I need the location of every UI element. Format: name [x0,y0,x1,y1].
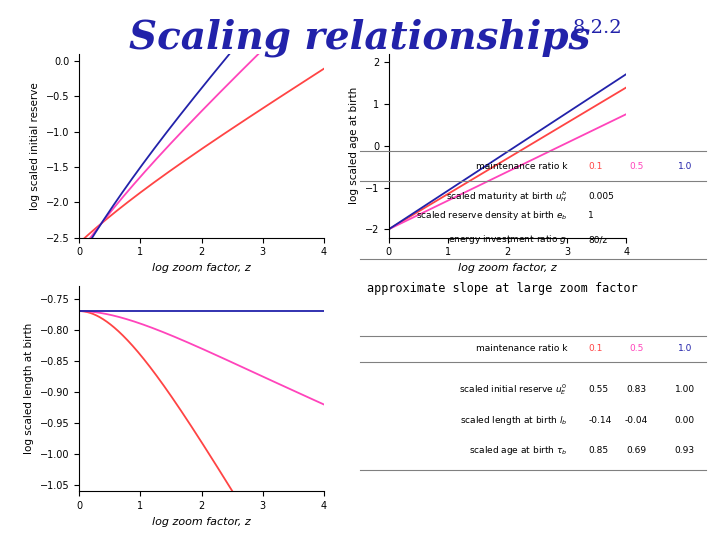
Text: 0.005: 0.005 [588,192,614,201]
Text: 0.83: 0.83 [626,386,647,394]
Text: scaled length at birth $l_b$: scaled length at birth $l_b$ [460,414,567,427]
Text: scaled reserve density at birth $e_b$: scaled reserve density at birth $e_b$ [415,210,567,222]
Text: -0.14: -0.14 [588,416,611,424]
Text: 1.0: 1.0 [678,162,692,171]
Text: energy investment ratio $g$: energy investment ratio $g$ [449,233,567,246]
Text: 1.0: 1.0 [678,345,692,353]
Text: maintenance ratio k: maintenance ratio k [476,345,567,353]
Y-axis label: log scaled length at birth: log scaled length at birth [24,323,34,455]
Text: 8.2.2: 8.2.2 [572,19,622,37]
Text: 0.1: 0.1 [588,162,603,171]
X-axis label: log zoom factor, z: log zoom factor, z [152,517,251,526]
Text: 80/z: 80/z [588,235,608,244]
Y-axis label: log scaled age at birth: log scaled age at birth [349,87,359,205]
Text: scaled maturity at birth $u_H^b$: scaled maturity at birth $u_H^b$ [446,189,567,204]
Text: 0.00: 0.00 [675,416,695,424]
Y-axis label: log scaled initial reserve: log scaled initial reserve [30,82,40,210]
Text: maintenance ratio k: maintenance ratio k [476,162,567,171]
Text: -0.04: -0.04 [625,416,648,424]
Text: 0.93: 0.93 [675,446,695,455]
Text: 0.5: 0.5 [629,345,644,353]
Text: 0.55: 0.55 [588,386,608,394]
Text: 0.5: 0.5 [629,162,644,171]
Text: 1: 1 [588,212,594,220]
Text: scaled age at birth $\tau_b$: scaled age at birth $\tau_b$ [469,444,567,457]
Text: approximate slope at large zoom factor: approximate slope at large zoom factor [367,282,638,295]
Text: Scaling relationships: Scaling relationships [130,19,590,57]
Text: scaled initial reserve $u_E^0$: scaled initial reserve $u_E^0$ [459,382,567,397]
Text: 1.00: 1.00 [675,386,695,394]
Text: 0.1: 0.1 [588,345,603,353]
Text: 0.69: 0.69 [626,446,647,455]
X-axis label: log zoom factor, z: log zoom factor, z [152,263,251,273]
Text: 0.85: 0.85 [588,446,608,455]
X-axis label: log zoom factor, z: log zoom factor, z [458,263,557,273]
